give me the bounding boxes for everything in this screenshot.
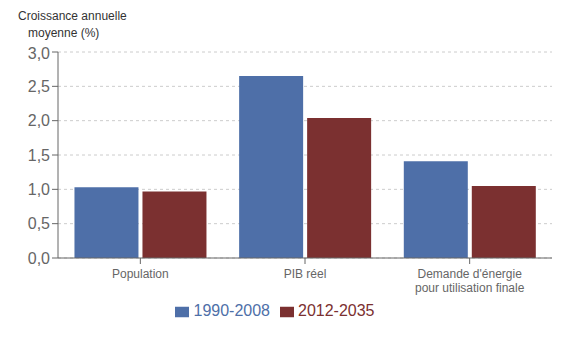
svg-text:Demande d'énergiepour utilisat: Demande d'énergiepour utilisation finale	[415, 267, 525, 295]
html-text:Croissance annuelle: Croissance annuelle	[18, 9, 127, 23]
svg-text:1,5: 1,5	[28, 147, 50, 164]
html-text:1990-2008: 1990-2008	[193, 302, 270, 319]
svg-text:0,0: 0,0	[28, 250, 50, 267]
svg-text:0,5: 0,5	[28, 215, 50, 232]
svg-text:2,0: 2,0	[28, 112, 50, 129]
svg-text:Population: Population	[112, 267, 169, 281]
html-text:2012-2035: 2012-2035	[298, 302, 375, 319]
svg-text:PIB réel: PIB réel	[284, 267, 327, 281]
svg-text:1,0: 1,0	[28, 181, 50, 198]
svg-text:3,0: 3,0	[28, 45, 50, 62]
html-text:moyenne (%): moyenne (%)	[18, 26, 100, 40]
svg-text:2,5: 2,5	[28, 78, 50, 95]
